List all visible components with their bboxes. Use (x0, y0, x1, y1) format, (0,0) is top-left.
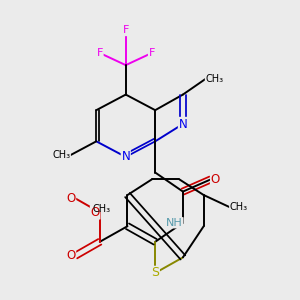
Text: O: O (211, 173, 220, 186)
Text: S: S (151, 266, 159, 280)
Text: O: O (91, 206, 100, 219)
Text: F: F (123, 26, 129, 35)
Text: N: N (178, 118, 187, 130)
Text: F: F (97, 48, 103, 58)
Text: O: O (66, 249, 76, 262)
Text: NH: NH (166, 218, 183, 228)
Text: O: O (66, 192, 76, 205)
Text: CH₃: CH₃ (206, 74, 224, 84)
Text: N: N (122, 150, 130, 164)
Text: CH₃: CH₃ (230, 202, 248, 212)
Text: CH₃: CH₃ (93, 204, 111, 214)
Text: F: F (148, 48, 155, 58)
Text: CH₃: CH₃ (52, 150, 70, 160)
